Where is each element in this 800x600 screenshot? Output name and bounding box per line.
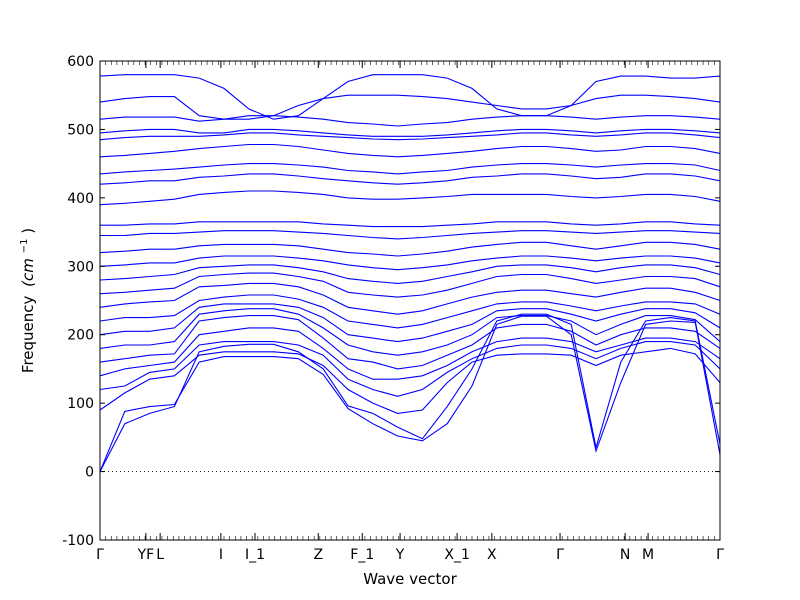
band-18 [99,173,721,185]
x-tick-label: Z [313,547,323,563]
y-axis: -100 0 100 200 300 400 500 600 [62,54,720,549]
band-1 [99,315,721,472]
x-tick-label: I [219,547,223,563]
band-19 [99,163,721,175]
x-tick-label: X_1 [444,547,470,563]
band-14 [99,241,721,257]
x-tick-label: F_1 [350,547,374,563]
x-axis-label: Wave vector [363,570,457,588]
y-axis-label: Frequency (cm −1 ) [13,228,37,373]
band-13 [99,255,721,271]
x-tick-label: Y [395,547,405,563]
band-8 [99,303,721,343]
x-tick-label: Γ [96,547,104,563]
band-9 [99,294,721,329]
band-2 [99,313,721,472]
band-17 [99,190,721,206]
x-tick-label: YF [137,547,155,563]
x-tick-label: L [156,547,164,563]
y-tick-label: 500 [67,122,94,138]
band-curves [99,74,721,472]
y-tick-label: 400 [67,191,94,207]
band-23 [99,115,721,127]
x-tick-label: M [642,547,654,563]
band-10 [99,282,721,315]
band-7 [99,308,721,356]
y-tick-label: 0 [85,465,94,481]
band-4 [99,341,721,397]
x-axis: Γ YF L I I_1 Z F_1 Y X_1 X Γ N M Γ [96,61,724,563]
band-21 [99,132,721,141]
band-20 [99,143,721,158]
band-22 [99,128,721,137]
x-tick-label: Γ [556,547,564,563]
y-tick-label: 600 [67,54,94,70]
x-tick-label: X [487,547,497,563]
y-tick-label: 100 [67,396,94,412]
band-25 [99,74,721,120]
band-12 [99,264,721,284]
x-tick-label: N [620,547,630,563]
band-24 [99,94,721,120]
y-axis-label-close: ) [19,228,37,234]
band-6 [99,315,721,370]
y-tick-label: 300 [67,259,94,275]
band-11 [99,272,721,298]
band-5 [99,327,721,380]
x-tick-label: Γ [716,547,724,563]
y-axis-label-text: Frequency [19,295,37,373]
band-15 [100,230,721,240]
y-tick-label: -100 [62,533,94,549]
x-minor-ticks [99,61,721,540]
y-axis-label-unit: (cm [19,258,37,287]
band-16 [100,221,721,228]
y-tick-label: 200 [67,328,94,344]
y-axis-label-exponent: −1 [19,239,30,254]
band-3 [99,347,721,414]
x-tick-label: I_1 [245,547,265,563]
